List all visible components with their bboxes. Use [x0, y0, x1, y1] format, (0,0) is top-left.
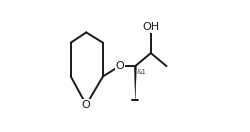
- Text: &1: &1: [137, 69, 147, 75]
- Polygon shape: [134, 66, 136, 100]
- Text: O: O: [82, 100, 90, 110]
- Text: OH: OH: [142, 22, 160, 32]
- Text: O: O: [116, 61, 124, 71]
